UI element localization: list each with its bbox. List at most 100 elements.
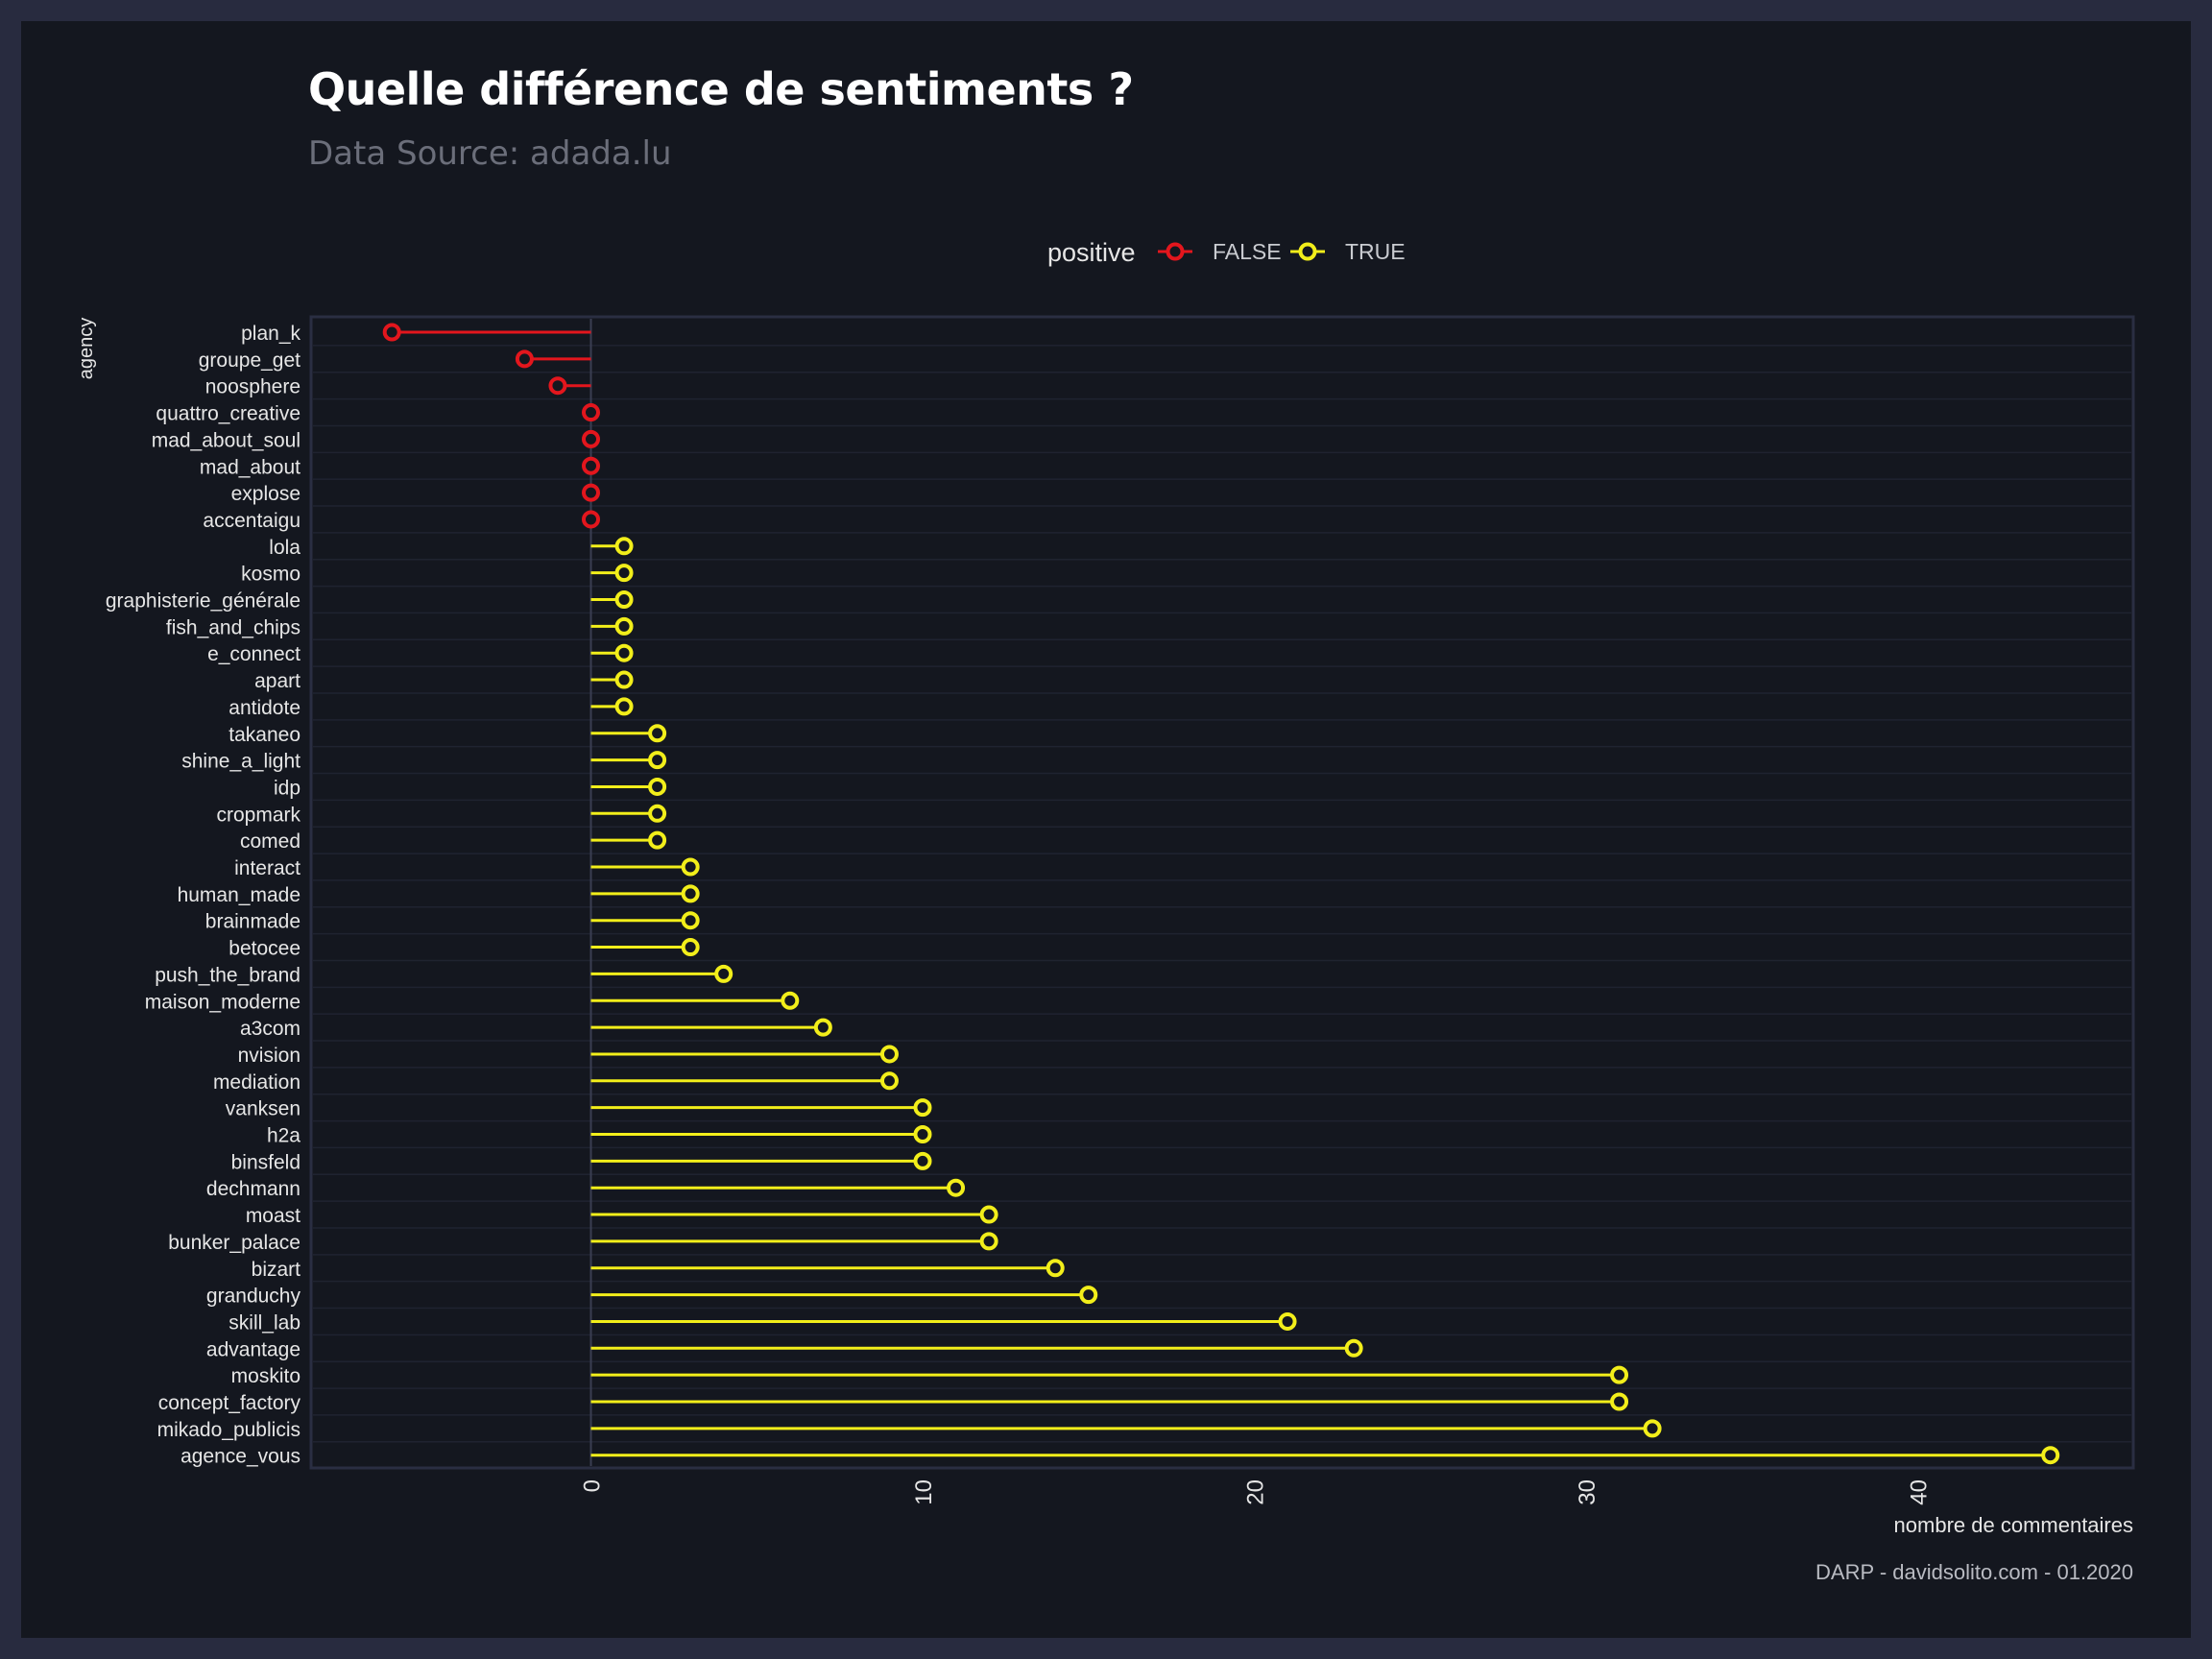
y-tick-label: fish_and_chips [166, 616, 301, 638]
y-tick-label: mikado_publicis [157, 1419, 301, 1441]
legend: positive FALSE TRUE [1047, 238, 1406, 267]
y-tick-label: binsfeld [231, 1151, 301, 1173]
point-push_the_brand [714, 964, 733, 983]
y-tick-label: interact [234, 857, 301, 879]
chart-title: Quelle différence de sentiments ? [308, 63, 1134, 115]
x-axis-title: nombre de commentaires [1894, 1513, 2133, 1537]
y-tick-label: lola [269, 537, 301, 559]
point-mediation [879, 1071, 899, 1091]
point-moast [979, 1205, 998, 1224]
chart-subtitle: Data Source: adada.lu [308, 134, 672, 173]
y-tick-label: bunker_palace [168, 1232, 301, 1254]
point-takaneo [648, 724, 667, 743]
chart-caption: DARP - davidsolito.com - 01.2020 [1815, 1560, 2133, 1584]
y-tick-label: explose [231, 483, 301, 505]
point-interact [681, 857, 700, 877]
point-fish_and_chips [614, 616, 634, 636]
legend-title: positive [1047, 238, 1136, 267]
point-antidote [614, 697, 634, 716]
y-tick-label: kosmo [241, 564, 301, 586]
y-tick-label: dechmann [206, 1178, 301, 1200]
y-tick-label: takaneo [228, 724, 301, 746]
point-maison_moderne [781, 991, 800, 1010]
y-tick-label: cropmark [216, 804, 301, 826]
figure-background [21, 21, 2191, 1638]
point-bunker_palace [979, 1232, 998, 1251]
point-kosmo [614, 564, 634, 583]
y-tick-label: granduchy [206, 1286, 301, 1308]
y-tick-label: advantage [206, 1338, 301, 1360]
y-tick-label: vanksen [226, 1098, 301, 1120]
point-comed [648, 830, 667, 850]
point-h2a [913, 1125, 932, 1143]
point-e_connect [614, 643, 634, 662]
point-granduchy [1079, 1286, 1098, 1305]
y-tick-label: quattro_creative [156, 403, 301, 425]
point-mad_about_soul [582, 429, 600, 448]
point-explose [582, 483, 600, 502]
y-tick-label: comed [240, 830, 301, 853]
point-advantage [1344, 1338, 1363, 1358]
point-idp [648, 777, 667, 796]
x-tick-label: 20 [1243, 1479, 1269, 1505]
x-tick-label: 40 [1907, 1479, 1933, 1505]
point-moskito [1610, 1365, 1629, 1384]
y-tick-label: idp [274, 777, 301, 799]
point-graphisterie_générale [614, 590, 634, 609]
y-tick-label: moskito [231, 1365, 301, 1387]
x-tick-label: 30 [1575, 1479, 1600, 1505]
x-tick-label: 0 [580, 1479, 606, 1492]
y-tick-label: mediation [213, 1071, 301, 1094]
y-tick-label: maison_moderne [145, 991, 301, 1013]
y-tick-label: skill_lab [228, 1311, 301, 1334]
y-tick-label: plan_k [241, 323, 301, 345]
y-tick-label: shine_a_light [181, 751, 301, 773]
point-noosphere [548, 376, 567, 396]
point-cropmark [648, 804, 667, 823]
legend-label-true: TRUE [1345, 239, 1406, 264]
legend-key-point [1298, 242, 1317, 261]
y-tick-label: bizart [252, 1259, 301, 1281]
point-vanksen [913, 1098, 932, 1118]
y-tick-label: mad_about_soul [152, 429, 301, 451]
point-groupe_get [515, 349, 534, 369]
y-tick-label: agence_vous [180, 1446, 301, 1468]
point-mikado_publicis [1643, 1419, 1662, 1438]
y-tick-label: apart [254, 670, 301, 692]
y-tick-label: graphisterie_générale [106, 590, 301, 613]
point-mad_about [582, 456, 600, 475]
point-agence_vous [2041, 1446, 2060, 1465]
y-tick-label: nvision [238, 1045, 301, 1067]
y-tick-label: noosphere [205, 376, 301, 398]
y-tick-label: brainmade [205, 911, 301, 933]
y-axis-title: agency [76, 318, 97, 380]
y-tick-label: e_connect [207, 643, 301, 665]
point-dechmann [947, 1178, 966, 1197]
x-tick-label: 10 [911, 1479, 937, 1505]
y-tick-label: antidote [228, 697, 301, 719]
point-plan_k [382, 323, 401, 342]
y-tick-label: a3com [240, 1018, 301, 1040]
point-skill_lab [1278, 1311, 1297, 1331]
point-brainmade [681, 911, 700, 930]
point-nvision [879, 1045, 899, 1064]
point-a3com [813, 1018, 832, 1037]
point-quattro_creative [582, 403, 600, 422]
y-tick-label: accentaigu [203, 510, 301, 532]
y-tick-label: mad_about [200, 456, 301, 478]
point-lola [614, 537, 634, 556]
y-tick-label: human_made [178, 884, 301, 906]
y-tick-label: push_the_brand [155, 964, 301, 986]
point-binsfeld [913, 1151, 932, 1170]
point-apart [614, 670, 634, 689]
y-tick-label: concept_factory [158, 1392, 301, 1414]
y-tick-label: groupe_get [199, 349, 301, 372]
legend-key-point [1166, 242, 1185, 261]
plot-panel-border [309, 315, 2135, 1470]
point-accentaigu [582, 510, 600, 529]
legend-label-false: FALSE [1213, 239, 1282, 264]
point-shine_a_light [648, 751, 667, 770]
point-bizart [1046, 1259, 1065, 1278]
